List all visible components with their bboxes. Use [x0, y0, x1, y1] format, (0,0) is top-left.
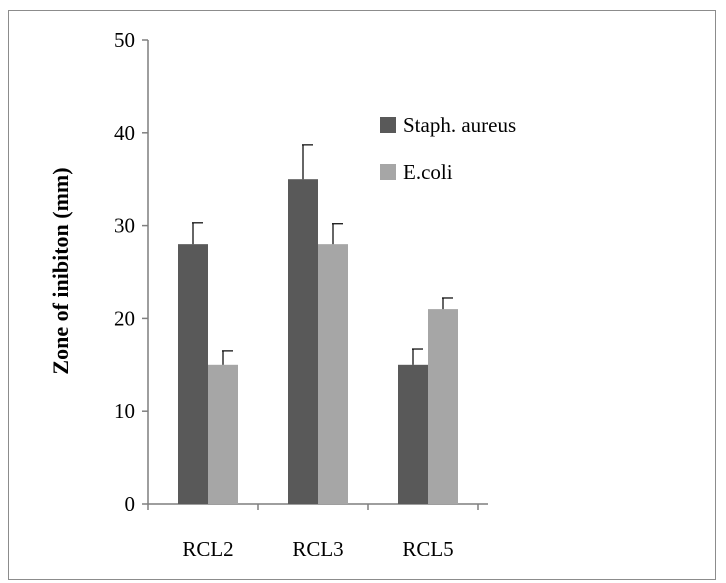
bar — [178, 244, 208, 504]
y-axis-label: Zone of inibiton (mm) — [48, 167, 73, 374]
x-tick-label: RCL5 — [402, 537, 453, 561]
y-tick-label: 10 — [114, 399, 135, 423]
x-ticks: RCL2 RCL3 RCL5 — [147, 504, 479, 561]
error-bars — [192, 144, 453, 365]
x-tick-label: RCL2 — [182, 537, 233, 561]
legend-swatch-e-coli — [380, 164, 396, 180]
y-tick-label: 30 — [114, 214, 135, 238]
y-tick-label: 0 — [125, 492, 136, 516]
y-tick-label: 40 — [114, 121, 135, 145]
legend-swatch-staph-aureus — [380, 117, 396, 133]
bar — [428, 309, 458, 504]
bars — [178, 179, 458, 504]
bar — [208, 364, 238, 504]
bar — [288, 179, 318, 504]
y-tick-label: 20 — [114, 306, 135, 330]
y-tick-label: 50 — [114, 28, 135, 52]
y-ticks: 0 10 20 30 40 50 — [114, 28, 148, 516]
bar — [318, 244, 348, 504]
legend-label-e-coli: E.coli — [403, 160, 453, 184]
legend: Staph. aureus E.coli — [380, 113, 516, 184]
legend-label-staph-aureus: Staph. aureus — [403, 113, 516, 137]
x-tick-label: RCL3 — [292, 537, 343, 561]
bar — [398, 364, 428, 504]
chart-frame — [8, 10, 716, 580]
